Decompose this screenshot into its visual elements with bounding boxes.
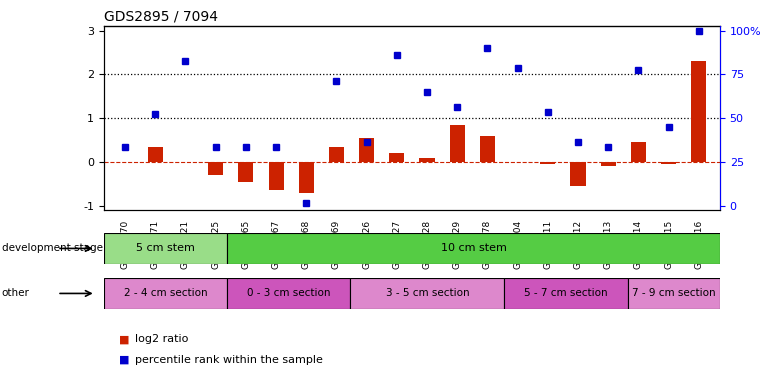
Bar bbox=[239, 162, 253, 182]
Bar bbox=[601, 162, 616, 166]
Text: 5 - 7 cm section: 5 - 7 cm section bbox=[524, 288, 608, 298]
Bar bbox=[329, 147, 344, 162]
Text: 2 - 4 cm section: 2 - 4 cm section bbox=[124, 288, 207, 298]
Text: 3 - 5 cm section: 3 - 5 cm section bbox=[386, 288, 469, 298]
Text: other: other bbox=[2, 288, 29, 298]
Bar bbox=[480, 136, 495, 162]
Text: percentile rank within the sample: percentile rank within the sample bbox=[135, 355, 323, 365]
Text: GDS2895 / 7094: GDS2895 / 7094 bbox=[104, 9, 218, 23]
Bar bbox=[148, 147, 162, 162]
Text: ■: ■ bbox=[119, 334, 130, 344]
Bar bbox=[450, 124, 465, 162]
Text: development stage: development stage bbox=[2, 243, 102, 253]
Bar bbox=[104, 278, 227, 309]
Bar bbox=[104, 233, 227, 264]
Bar bbox=[208, 162, 223, 175]
Text: 0 - 3 cm section: 0 - 3 cm section bbox=[247, 288, 330, 298]
Bar bbox=[628, 278, 720, 309]
Bar bbox=[691, 61, 706, 162]
Bar bbox=[269, 162, 283, 190]
Text: ■: ■ bbox=[119, 355, 130, 365]
Bar bbox=[504, 278, 628, 309]
Bar bbox=[227, 278, 350, 309]
Bar bbox=[661, 162, 676, 164]
Bar bbox=[299, 162, 314, 192]
Bar bbox=[350, 278, 504, 309]
Text: 7 - 9 cm section: 7 - 9 cm section bbox=[632, 288, 715, 298]
Bar bbox=[227, 233, 720, 264]
Text: log2 ratio: log2 ratio bbox=[135, 334, 188, 344]
Bar bbox=[390, 153, 404, 162]
Bar bbox=[571, 162, 585, 186]
Bar bbox=[631, 142, 646, 162]
Text: 10 cm stem: 10 cm stem bbox=[440, 243, 507, 254]
Bar bbox=[541, 162, 555, 164]
Bar bbox=[359, 138, 374, 162]
Bar bbox=[420, 158, 434, 162]
Text: 5 cm stem: 5 cm stem bbox=[136, 243, 195, 254]
